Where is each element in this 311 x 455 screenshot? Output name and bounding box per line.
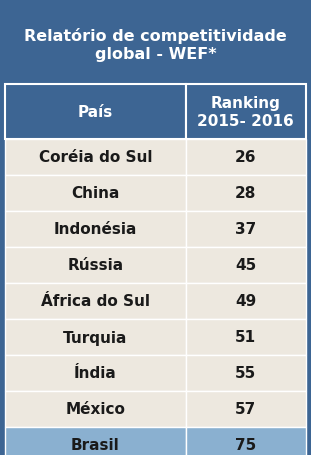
Text: 49: 49 [235,294,257,309]
Bar [5,319,186,355]
Text: China: China [71,186,119,201]
Text: Índia: Índia [74,366,117,381]
Bar [186,176,306,212]
Bar [186,248,306,283]
Bar [5,212,186,248]
Bar [5,5,306,85]
Bar [186,391,306,427]
Text: País: País [78,105,113,120]
Bar [186,283,306,319]
Bar [5,427,186,455]
Bar [186,427,306,455]
Text: 57: 57 [235,402,257,417]
Bar [186,85,306,140]
Bar [5,355,186,391]
Bar [5,248,186,283]
Text: 75: 75 [235,438,257,453]
Text: Coréia do Sul: Coréia do Sul [39,150,152,165]
Bar [5,85,186,140]
Bar [5,283,186,319]
Bar [5,391,186,427]
Text: 55: 55 [235,366,257,381]
Bar [5,176,186,212]
Text: Ranking
2015- 2016: Ranking 2015- 2016 [197,96,294,129]
Text: 26: 26 [235,150,257,165]
Bar [186,140,306,176]
Text: México: México [65,402,125,417]
Text: 28: 28 [235,186,257,201]
Text: Indonésia: Indonésia [53,222,137,237]
Text: Rússia: Rússia [67,258,123,273]
Text: 37: 37 [235,222,257,237]
Bar [186,212,306,248]
Text: 45: 45 [235,258,257,273]
Text: África do Sul: África do Sul [41,294,150,309]
Text: Relatório de competitividade
global - WEF*: Relatório de competitividade global - WE… [24,28,287,62]
Text: Brasil: Brasil [71,438,120,453]
Bar [5,140,186,176]
Bar [186,319,306,355]
Bar [186,355,306,391]
Text: Turquia: Turquia [63,330,128,345]
Text: 51: 51 [235,330,256,345]
